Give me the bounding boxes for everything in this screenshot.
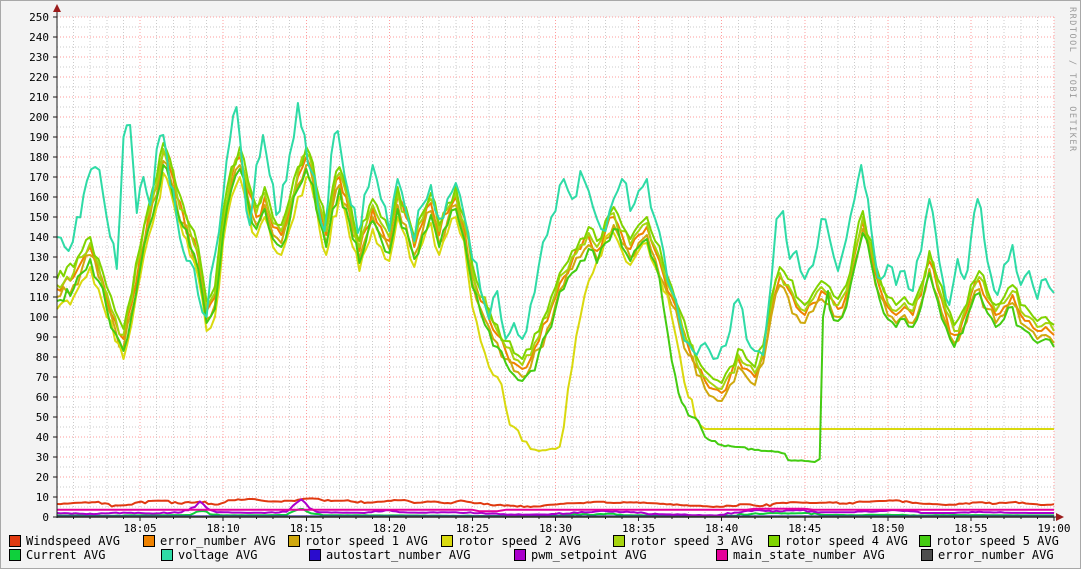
y-axis-label: 60 [36, 391, 49, 404]
legend-item-windspeed-avg: Windspeed AVG [9, 534, 120, 548]
y-axis-label: 160 [29, 191, 49, 204]
legend-label: main_state_number AVG [733, 548, 885, 562]
x-axis-label: 18:40 [705, 522, 738, 535]
y-axis-label: 40 [36, 431, 49, 444]
chart-legend: Windspeed AVG error_number AVG rotor speed… [1, 534, 1080, 562]
legend-item-rotor-speed-5-avg: rotor speed 5 AVG [919, 534, 1059, 548]
legend-row-2: Current AVG voltage AVG autostart_number A… [1, 548, 1080, 562]
legend-label: error_number AVG [160, 534, 276, 548]
y-axis-label: 150 [29, 211, 49, 224]
series-line-rotor-speed-2-avg [56, 172, 1054, 452]
y-axis-label: 180 [29, 151, 49, 164]
legend-item-pwm_setpoint-avg: pwm_setpoint AVG [514, 548, 647, 562]
legend-swatch-icon [921, 549, 933, 561]
legend-label: rotor speed 4 AVG [785, 534, 908, 548]
rrdtool-watermark: RRDTOOL / TOBI OETIKER [1067, 7, 1077, 153]
legend-row-1: Windspeed AVG error_number AVG rotor speed… [1, 534, 1080, 548]
y-axis-label: 120 [29, 271, 49, 284]
legend-label: autostart_number AVG [326, 548, 471, 562]
x-axis-label: 18:15 [290, 522, 323, 535]
y-axis-label: 170 [29, 171, 49, 184]
legend-swatch-icon [9, 535, 21, 547]
y-axis-label: 70 [36, 371, 49, 384]
legend-label: rotor speed 2 AVG [458, 534, 581, 548]
y-axis-label: 100 [29, 311, 49, 324]
y-axis-label: 240 [29, 31, 49, 44]
x-axis-label: 18:50 [871, 522, 904, 535]
x-axis-label: 18:30 [539, 522, 572, 535]
x-axis-arrow [1056, 513, 1064, 521]
legend-label: rotor speed 3 AVG [630, 534, 753, 548]
y-axis-label: 220 [29, 71, 49, 84]
legend-item-error_number-avg: error_number AVG [921, 548, 1054, 562]
x-axis-label: 18:05 [124, 522, 157, 535]
legend-label: Windspeed AVG [26, 534, 120, 548]
legend-item-autostart_number-avg: autostart_number AVG [309, 548, 471, 562]
legend-item-rotor-speed-1-avg: rotor speed 1 AVG [288, 534, 428, 548]
legend-label: voltage AVG [178, 548, 258, 562]
x-axis-label: 18:20 [373, 522, 406, 535]
x-axis-label: 18:10 [207, 522, 240, 535]
legend-item-rotor-speed-2-avg: rotor speed 2 AVG [441, 534, 581, 548]
y-axis-label: 50 [36, 411, 49, 424]
legend-swatch-icon [919, 535, 931, 547]
legend-label: Current AVG [26, 548, 106, 562]
legend-label: error_number AVG [938, 548, 1054, 562]
y-axis-arrow [53, 4, 61, 12]
legend-item-error_number-avg: error_number AVG [143, 534, 276, 548]
y-axis-label: 80 [36, 351, 49, 364]
x-axis-label: 18:45 [788, 522, 821, 535]
y-axis-label: 200 [29, 111, 49, 124]
y-axis-label: 230 [29, 51, 49, 64]
legend-swatch-icon [143, 535, 155, 547]
legend-label: rotor speed 5 AVG [936, 534, 1059, 548]
legend-swatch-icon [441, 535, 453, 547]
legend-item-rotor-speed-4-avg: rotor speed 4 AVG [768, 534, 908, 548]
y-axis-label: 30 [36, 451, 49, 464]
series-line-windspeed-avg [56, 497, 1055, 508]
y-axis-label: 210 [29, 91, 49, 104]
series-line-voltage-avg [56, 102, 1055, 360]
legend-swatch-icon [309, 549, 321, 561]
series-line-rotor-speed-4-avg [56, 142, 1055, 384]
x-axis-label: 18:35 [622, 522, 655, 535]
series-line-rotor-speed-5-avg [56, 164, 1055, 463]
x-axis-label: 18:25 [456, 522, 489, 535]
legend-item-rotor-speed-3-avg: rotor speed 3 AVG [613, 534, 753, 548]
y-axis-label: 10 [36, 491, 49, 504]
y-axis-label: 110 [29, 291, 49, 304]
y-axis-label: 130 [29, 251, 49, 264]
legend-item-voltage-avg: voltage AVG [161, 548, 257, 562]
y-axis-label: 20 [36, 471, 49, 484]
legend-swatch-icon [716, 549, 728, 561]
legend-swatch-icon [768, 535, 780, 547]
x-axis-label: 18:55 [954, 522, 987, 535]
y-axis-label: 140 [29, 231, 49, 244]
series-line-main_state_number-avg [57, 507, 1054, 513]
legend-swatch-icon [161, 549, 173, 561]
y-axis-label: 190 [29, 131, 49, 144]
legend-swatch-icon [514, 549, 526, 561]
legend-swatch-icon [613, 535, 625, 547]
y-axis-label: 90 [36, 331, 49, 344]
legend-swatch-icon [9, 549, 21, 561]
legend-label: pwm_setpoint AVG [531, 548, 647, 562]
y-axis-label: 250 [29, 11, 49, 24]
y-axis-label: 0 [42, 511, 49, 524]
legend-swatch-icon [288, 535, 300, 547]
legend-item-current-avg: Current AVG [9, 548, 105, 562]
legend-label: rotor speed 1 AVG [305, 534, 428, 548]
x-axis-label: 19:00 [1037, 522, 1070, 535]
legend-item-main_state_number-avg: main_state_number AVG [716, 548, 885, 562]
